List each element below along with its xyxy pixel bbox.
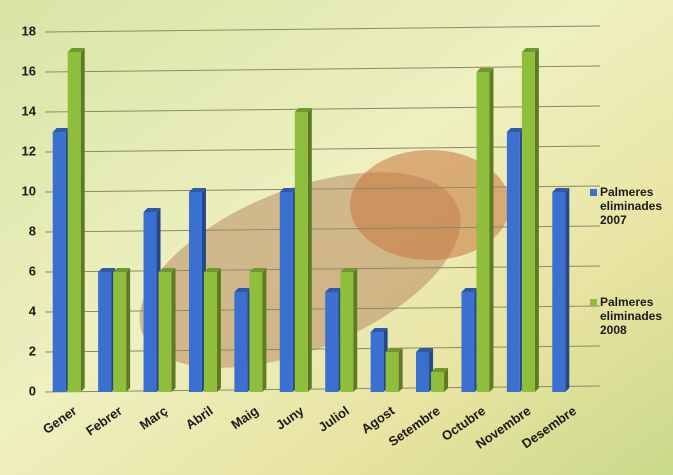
legend-swatch [590, 299, 597, 306]
y-tick-label: 18 [22, 23, 36, 38]
bar-side [126, 268, 131, 392]
bar-side [565, 188, 570, 392]
bar-top [416, 348, 434, 352]
bar-top [249, 268, 267, 272]
bar-top [325, 288, 343, 292]
bar-side [171, 268, 176, 392]
beetle-head [350, 150, 510, 260]
bar-top [234, 288, 252, 292]
bar [476, 72, 490, 392]
bar [521, 52, 535, 392]
legend-label: Palmeres eliminades 2007 [600, 185, 663, 227]
bar [203, 272, 217, 392]
bar-side [216, 268, 221, 392]
bar [385, 352, 399, 392]
bar-top [385, 348, 403, 352]
y-tick-label: 14 [22, 103, 37, 118]
bar-side [398, 348, 403, 392]
y-tick-label: 10 [22, 183, 36, 198]
bar-top [521, 48, 539, 52]
grid-line [44, 25, 601, 33]
bar [370, 332, 384, 392]
bar-top [52, 128, 70, 132]
bar-top [188, 188, 206, 192]
bar-top [203, 268, 221, 272]
y-tick-label: 0 [29, 383, 36, 398]
bar [461, 292, 475, 392]
bar [188, 192, 202, 392]
bar-top [370, 328, 388, 332]
y-tick-label: 12 [22, 143, 36, 158]
bar [249, 272, 263, 392]
y-tick-label: 8 [29, 223, 36, 238]
bar [506, 132, 520, 392]
bar-top [476, 68, 494, 72]
bar [325, 292, 339, 392]
y-tick-label: 2 [29, 343, 36, 358]
bar-top [461, 288, 479, 292]
bar-top [113, 268, 131, 272]
legend-swatch [590, 189, 597, 196]
bar [98, 272, 112, 392]
bar [279, 192, 293, 392]
bar [234, 292, 248, 392]
bar-top [552, 188, 570, 192]
bar [67, 52, 81, 392]
bar-side [534, 48, 539, 392]
bar [340, 272, 354, 392]
bar [416, 352, 430, 392]
bar-side [307, 108, 312, 392]
legend-label: Palmeres eliminades 2008 [600, 295, 663, 337]
bar [431, 372, 445, 392]
bar [143, 212, 157, 392]
bar-top [158, 268, 176, 272]
bar [158, 272, 172, 392]
bar-top [431, 368, 449, 372]
bar-side [80, 48, 85, 392]
bar [113, 272, 127, 392]
y-tick-label: 4 [29, 303, 37, 318]
bar-top [506, 128, 524, 132]
bar-side [489, 68, 494, 392]
bar-top [98, 268, 116, 272]
bar-side [353, 268, 358, 392]
bar-side [262, 268, 267, 392]
y-tick-label: 6 [29, 263, 36, 278]
grid-line [44, 105, 601, 113]
y-tick-label: 16 [22, 63, 36, 78]
bar-top [67, 48, 85, 52]
bar-top [294, 108, 312, 112]
bar-top [340, 268, 358, 272]
bar-top [143, 208, 161, 212]
bar [552, 192, 566, 392]
grid-line [44, 65, 601, 73]
bar-side [444, 368, 449, 392]
bar [294, 112, 308, 392]
bar [52, 132, 66, 392]
bar-top [279, 188, 297, 192]
